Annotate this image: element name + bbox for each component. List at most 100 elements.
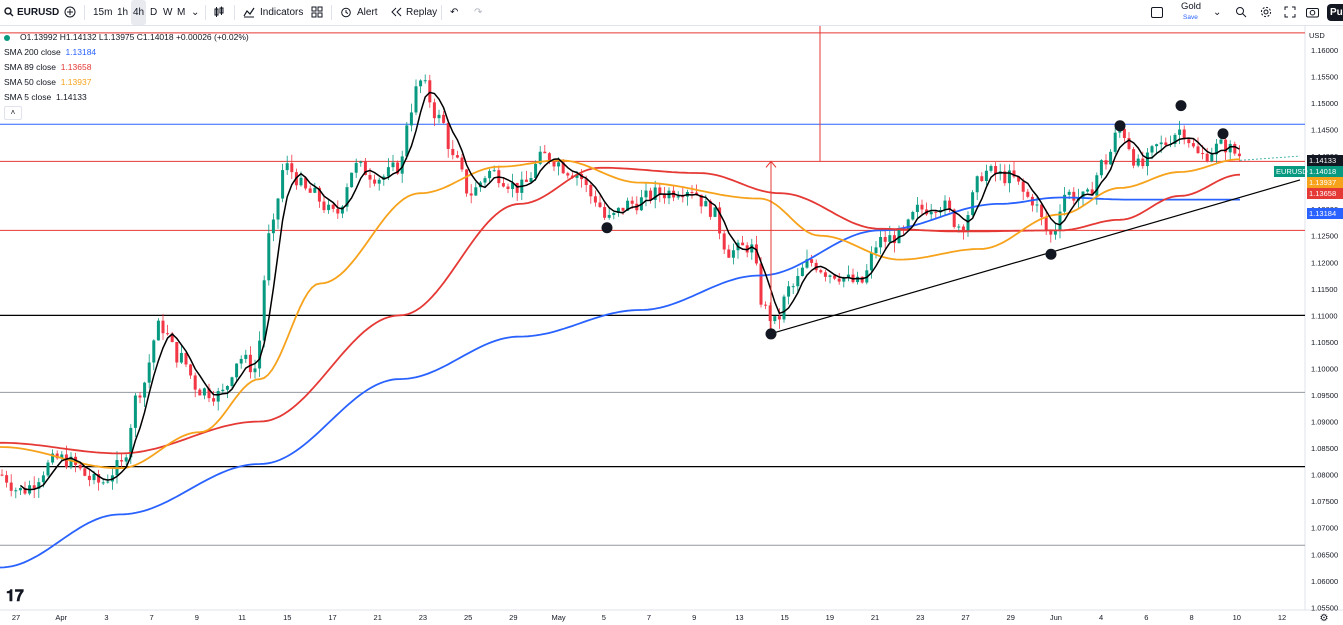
y-tick-label: 1.09500 (1311, 391, 1338, 400)
fullscreen-icon[interactable] (1284, 0, 1296, 25)
chevron-down-icon[interactable]: ⌄ (191, 7, 200, 18)
camera-icon[interactable] (1306, 0, 1319, 25)
candle-body (1049, 231, 1053, 235)
add-symbol-icon[interactable] (64, 0, 76, 25)
rewind-icon[interactable] (390, 0, 402, 25)
sma200-row[interactable]: SMA 200 close 1.13184 (4, 45, 249, 60)
candle-body (975, 176, 979, 193)
candle-body (488, 170, 492, 179)
price-label[interactable]: 1.13184 (1307, 208, 1343, 219)
sma89-row[interactable]: SMA 89 close 1.13658 (4, 60, 249, 75)
candle-body (340, 206, 344, 214)
candle-body (373, 179, 377, 184)
interval-m[interactable]: M (177, 7, 186, 18)
layout-name[interactable]: Gold (1181, 1, 1202, 12)
candle-body (511, 182, 515, 189)
candle-body (653, 187, 657, 200)
indicators-icon[interactable] (243, 0, 255, 25)
undo-icon[interactable]: ↶ (450, 7, 459, 18)
candle-body (1233, 143, 1237, 154)
candle-body (621, 207, 625, 211)
candle-body (1224, 139, 1228, 153)
candle-body (980, 176, 984, 181)
publish-button[interactable]: Pu (1327, 4, 1343, 21)
search-icon[interactable] (4, 0, 14, 25)
x-tick-label: 12 (1278, 613, 1286, 622)
quick-search-icon[interactable] (1235, 0, 1247, 25)
candle-body (934, 211, 938, 213)
candle-body (1099, 160, 1103, 176)
candle-body (561, 162, 565, 174)
sma5-label: SMA 5 close (4, 92, 52, 102)
candle-body (943, 200, 947, 210)
candle-body (1007, 170, 1011, 184)
layout-icon[interactable] (1151, 0, 1163, 25)
candle-body (612, 212, 616, 215)
pivot-marker (1045, 248, 1057, 260)
replay-button[interactable]: Replay (406, 7, 438, 18)
candle-body (1104, 160, 1108, 165)
candle-body (202, 388, 206, 396)
candle-body (147, 362, 151, 383)
candle-body (557, 162, 561, 167)
y-tick-label: 1.11500 (1311, 285, 1338, 294)
candle-body (699, 194, 703, 207)
currency-label[interactable]: USD (1309, 31, 1325, 40)
candle-body (405, 125, 409, 157)
x-tick-label: 3 (104, 613, 108, 622)
candle-body (869, 253, 873, 271)
templates-icon[interactable] (311, 0, 323, 25)
candle-body (787, 286, 791, 297)
symbol-name[interactable]: EURUSD (17, 7, 60, 18)
price-label[interactable]: 1.14018 (1307, 166, 1343, 177)
y-tick-label: 1.15000 (1311, 99, 1338, 108)
candle-body (1058, 211, 1062, 230)
interval-1h[interactable]: 1h (117, 7, 129, 18)
price-label[interactable]: 1.14133 (1307, 155, 1343, 166)
alarm-clock-icon[interactable] (340, 0, 352, 25)
gear-icon[interactable] (1260, 0, 1272, 25)
candle-body (1237, 153, 1241, 157)
candle-body (1155, 144, 1159, 147)
candle-body (1003, 171, 1007, 184)
x-tick-label: Jun (1050, 613, 1062, 622)
candle-body (0, 474, 4, 476)
redo-icon[interactable]: ↷ (474, 7, 483, 18)
candle-body (350, 172, 354, 188)
sma5-row[interactable]: SMA 5 close 1.14133 (4, 90, 249, 105)
interval-4h[interactable]: 4h (131, 0, 147, 25)
interval-d[interactable]: D (150, 7, 158, 18)
chevron-down-icon[interactable]: ⌄ (1213, 7, 1222, 18)
x-tick-label: 25 (464, 613, 472, 622)
candle-body (442, 114, 446, 123)
candles-icon[interactable] (213, 0, 225, 25)
collapse-legend-button[interactable]: ˄ (4, 106, 22, 120)
sma50-row[interactable]: SMA 50 close 1.13937 (4, 75, 249, 90)
sma200-label: SMA 200 close (4, 47, 61, 57)
alert-button[interactable]: Alert (357, 7, 378, 18)
candle-body (1053, 229, 1057, 235)
candle-body (32, 485, 36, 489)
candle-body (1173, 134, 1177, 144)
price-label[interactable]: 1.13658 (1307, 188, 1343, 199)
symbol-price-tag[interactable]: EURUSD (1274, 166, 1308, 177)
save-button[interactable]: Save (1183, 14, 1198, 21)
candle-body (1210, 154, 1214, 162)
candle-body (1159, 142, 1163, 145)
candle-body (920, 204, 924, 210)
candle-body (248, 354, 252, 373)
candle-body (299, 177, 303, 186)
interval-w[interactable]: W (163, 7, 173, 18)
candle-body (46, 462, 50, 476)
candle-body (1090, 189, 1094, 196)
sma50-value: 1.13937 (60, 77, 92, 87)
candle-body (492, 170, 496, 172)
candle-body (460, 157, 464, 170)
y-tick-label: 1.12000 (1311, 258, 1338, 267)
interval-15m[interactable]: 15m (93, 7, 113, 18)
indicators-button[interactable]: Indicators (260, 7, 304, 18)
y-tick-label: 1.15500 (1311, 72, 1338, 81)
price-label[interactable]: 1.13937 (1307, 177, 1343, 188)
tradingview-logo-icon[interactable]: 𝟏𝟕 (6, 588, 24, 605)
